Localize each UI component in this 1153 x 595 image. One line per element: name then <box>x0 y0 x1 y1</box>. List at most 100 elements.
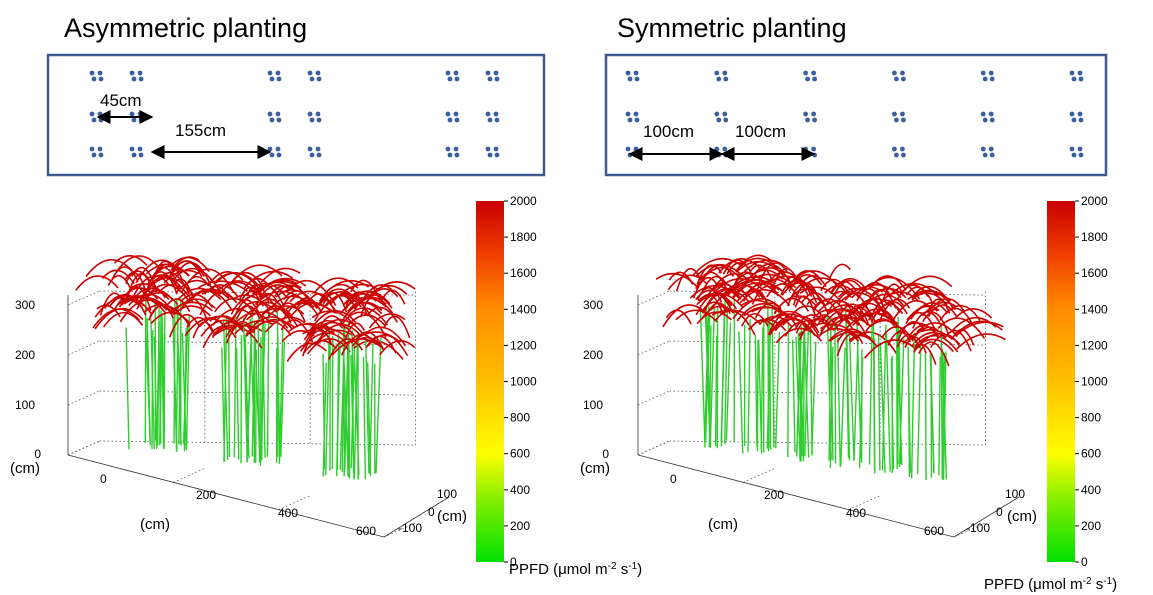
leaf <box>171 260 203 278</box>
plant-canopy <box>655 254 1007 480</box>
leaf <box>308 327 333 346</box>
plant-dot <box>445 146 451 152</box>
plant-dot <box>315 146 321 152</box>
plant-layout-dots <box>625 70 1084 158</box>
plant-dot <box>487 152 493 158</box>
leaf <box>190 268 235 294</box>
colorbar-tick-label: 200 <box>510 519 530 533</box>
leaf <box>202 326 237 349</box>
plant-dot <box>723 76 729 82</box>
grid-line <box>743 467 775 483</box>
leaf <box>215 272 259 286</box>
colorbar-tick-label: 600 <box>1081 447 1101 461</box>
grid-line <box>848 495 881 511</box>
x-tick-label: 200 <box>196 488 216 502</box>
leaf <box>913 344 937 365</box>
plant-stem <box>720 292 727 443</box>
leaf <box>103 294 145 309</box>
colorbar-tick-label: 600 <box>510 447 530 461</box>
leaf <box>355 331 385 351</box>
plant-dot <box>1071 117 1077 123</box>
leaf <box>799 319 831 341</box>
colorbar-tick-label: 1800 <box>510 230 537 244</box>
leaf <box>145 292 179 306</box>
plant-dot <box>454 117 460 123</box>
plant-stem <box>144 318 151 445</box>
leaf <box>75 275 119 291</box>
plant-dot <box>634 76 640 82</box>
leaf <box>741 312 769 327</box>
leaf <box>306 293 336 311</box>
grid-line <box>278 495 311 511</box>
leaf <box>732 282 780 299</box>
leaf <box>303 319 344 341</box>
plant-dot <box>989 152 995 158</box>
leaf <box>329 292 364 306</box>
plant-dot <box>316 76 322 82</box>
leaf <box>179 288 230 312</box>
plant-stem <box>182 321 189 445</box>
plant-dot <box>267 146 273 152</box>
colorbar-tick-label: 0 <box>510 555 517 569</box>
leaf <box>754 302 784 319</box>
leaf <box>954 308 993 319</box>
plant-stem <box>233 316 237 458</box>
plant-stem <box>767 298 770 448</box>
x-axis-unit: (cm) <box>708 516 738 533</box>
plant-dot <box>316 117 322 123</box>
plant-dot <box>97 146 103 152</box>
y-tick-label: 0 <box>996 505 1003 519</box>
x-axis-line <box>637 454 955 538</box>
plant-stem <box>163 311 166 447</box>
plant-dot <box>988 146 994 152</box>
grid-line <box>637 440 670 456</box>
leaf <box>955 321 1004 337</box>
plant-dot <box>89 146 95 152</box>
panel-title: Asymmetric planting <box>64 13 307 43</box>
leaf <box>131 266 158 290</box>
plant-stem <box>240 335 243 464</box>
plant-stem <box>278 327 284 464</box>
leaf <box>784 321 816 337</box>
plant-stem <box>754 335 758 447</box>
plant-stem <box>161 315 165 441</box>
plant-dot <box>131 76 137 82</box>
plant-stem <box>877 335 881 471</box>
plant-dot <box>315 70 321 76</box>
leaf <box>823 309 860 325</box>
plant-dot <box>894 152 899 158</box>
leaf <box>735 261 785 277</box>
colorbar-tick-label: 1600 <box>1081 266 1108 280</box>
leaf <box>781 282 821 300</box>
leaf <box>950 317 997 333</box>
leaf <box>824 284 860 299</box>
plant-dot <box>494 76 500 82</box>
plant-stem <box>353 335 359 479</box>
leaf <box>231 294 270 310</box>
leaf <box>704 282 736 302</box>
plant-dot <box>625 111 631 117</box>
leaf <box>916 322 958 338</box>
leaf <box>344 293 377 312</box>
leaf <box>675 267 701 292</box>
plant-dot <box>723 117 729 123</box>
colorbar-tick-label: 1200 <box>1081 338 1108 352</box>
plant-dot <box>453 146 459 152</box>
plant-dot <box>627 76 633 82</box>
x-tick-label: 600 <box>924 524 944 538</box>
leaf <box>288 301 331 319</box>
leaf <box>186 316 214 334</box>
plant-stem <box>929 350 935 474</box>
plant-stem <box>791 339 796 453</box>
colorbar-tick-label: 200 <box>1081 519 1101 533</box>
panel-asymmetric: Asymmetric planting 45cm 155cm 300 200 1… <box>10 13 642 578</box>
plant-stem <box>787 322 790 458</box>
plant-stem <box>907 366 911 477</box>
plant-stem <box>910 332 916 479</box>
leaf <box>168 313 200 338</box>
leaf <box>286 280 337 306</box>
plant-dot <box>901 152 906 158</box>
leaf <box>819 323 859 339</box>
leaf <box>299 332 349 352</box>
leaf <box>849 306 874 323</box>
